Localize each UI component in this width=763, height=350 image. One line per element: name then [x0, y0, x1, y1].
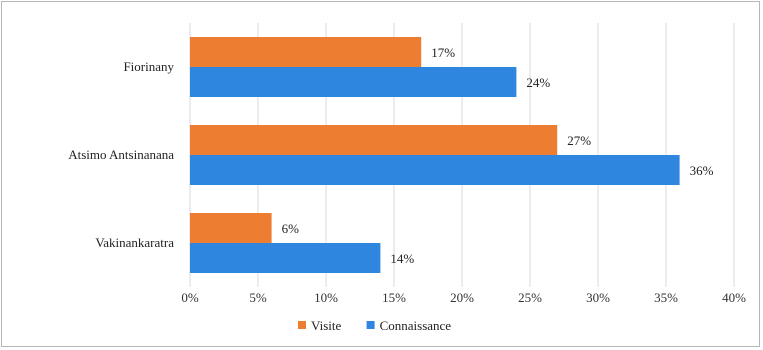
bar-visite: [190, 37, 422, 67]
bars: [190, 37, 680, 273]
data-label: 36%: [690, 163, 714, 178]
legend-swatch: [366, 321, 375, 329]
category-label: Vakinankaratra: [95, 235, 174, 250]
legend-swatch: [298, 321, 306, 329]
x-tick-label: 40%: [722, 290, 746, 305]
x-tick-label: 35%: [654, 290, 678, 305]
legend: Visite Connaissance: [298, 318, 451, 333]
data-label: 27%: [567, 133, 591, 148]
data-label: 6%: [282, 221, 300, 236]
category-label: Fiorinany: [123, 59, 174, 74]
x-tick-label: 15%: [382, 290, 406, 305]
x-tick-label: 30%: [586, 290, 610, 305]
legend-label: Connaissance: [380, 318, 452, 333]
bar-connaissance: [190, 155, 680, 185]
data-label: 14%: [390, 251, 414, 266]
legend-label: Visite: [311, 318, 342, 333]
bar-visite: [190, 213, 272, 243]
data-labels: 17% 24% 27% 36% 6% 14%: [282, 45, 714, 266]
bar-connaissance: [190, 243, 381, 273]
category-label: Atsimo Antsinanana: [68, 147, 174, 162]
category-labels: Fiorinany Atsimo Antsinanana Vakinankaratr…: [68, 59, 174, 250]
bar-connaissance: [190, 67, 517, 97]
bar-visite: [190, 125, 558, 155]
data-label: 24%: [526, 75, 550, 90]
data-label: 17%: [431, 45, 455, 60]
x-tick-label: 5%: [249, 290, 267, 305]
x-tick-label: 10%: [314, 290, 338, 305]
x-tick-label: 20%: [450, 290, 474, 305]
x-tick-label: 0%: [181, 290, 199, 305]
x-axis-tick-labels: 0% 5% 10% 15% 20% 25% 30% 35% 40%: [181, 290, 746, 305]
x-tick-label: 25%: [518, 290, 542, 305]
